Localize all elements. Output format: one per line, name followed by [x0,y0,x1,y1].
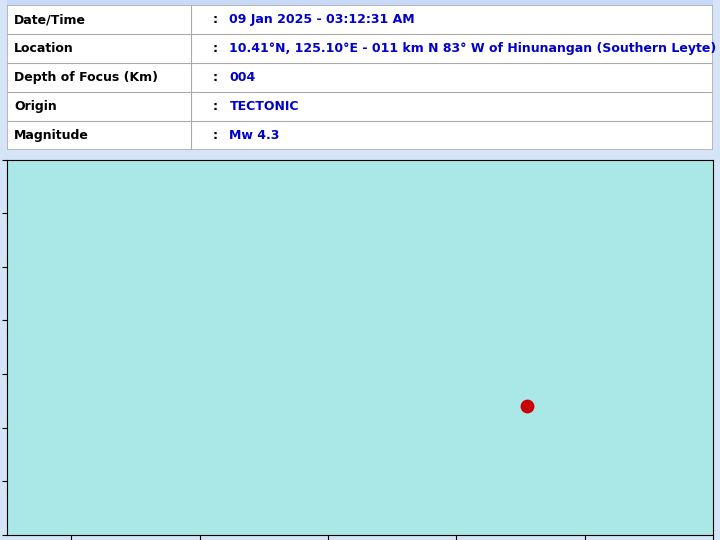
Point [521,401,533,410]
Text: Magnitude: Magnitude [14,129,89,141]
Text: Depth of Focus (Km): Depth of Focus (Km) [14,71,158,84]
Text: 004: 004 [230,71,256,84]
Text: Date/Time: Date/Time [14,14,86,26]
Text: :: : [213,71,218,84]
Text: :: : [213,14,218,26]
Text: :: : [213,129,218,141]
Text: :: : [213,100,218,113]
Text: Mw 4.3: Mw 4.3 [230,129,280,141]
Text: 09 Jan 2025 - 03:12:31 AM: 09 Jan 2025 - 03:12:31 AM [230,14,415,26]
Text: TECTONIC: TECTONIC [230,100,299,113]
Text: 10.41°N, 125.10°E - 011 km N 83° W of Hinunangan (Southern Leyte): 10.41°N, 125.10°E - 011 km N 83° W of Hi… [230,42,716,55]
Text: :: : [213,42,218,55]
FancyBboxPatch shape [7,0,713,5]
FancyBboxPatch shape [7,5,713,150]
Text: Location: Location [14,42,74,55]
Text: Origin: Origin [14,100,57,113]
